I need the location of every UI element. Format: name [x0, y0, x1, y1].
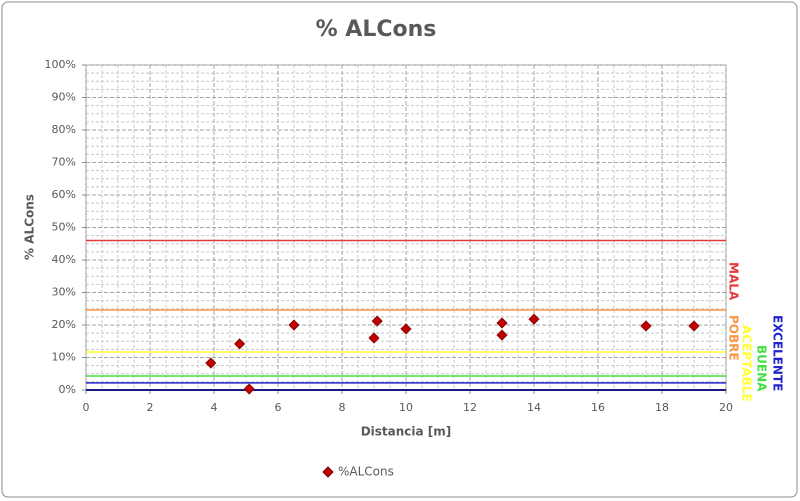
- y-tick-label: 70%: [52, 156, 76, 169]
- x-tick-label: 14: [527, 401, 541, 414]
- reference-label: POBRE: [727, 315, 741, 361]
- x-tick-label: 6: [275, 401, 282, 414]
- data-point: [496, 317, 508, 329]
- data-point: [640, 320, 652, 332]
- y-tick-label: 80%: [52, 123, 76, 136]
- data-point: [400, 323, 412, 335]
- legend-label: %ALCons: [338, 465, 394, 479]
- data-point: [234, 338, 246, 350]
- x-tick-label: 16: [591, 401, 605, 414]
- y-tick-label: 10%: [52, 351, 76, 364]
- y-tick-label: 40%: [52, 253, 76, 266]
- x-tick-label: 12: [463, 401, 477, 414]
- data-point: [496, 329, 508, 341]
- reference-label: EXCELENTE: [771, 315, 785, 391]
- data-point: [205, 357, 217, 369]
- data-point: [368, 332, 380, 344]
- data-point: [243, 383, 255, 395]
- y-tick-label: 100%: [45, 58, 76, 71]
- reference-label: BUENA: [755, 345, 769, 392]
- y-tick-label: 50%: [52, 221, 76, 234]
- legend-marker: [322, 466, 334, 478]
- x-tick-label: 18: [655, 401, 669, 414]
- x-tick-label: 20: [719, 401, 733, 414]
- data-point: [688, 320, 700, 332]
- x-tick-label: 2: [147, 401, 154, 414]
- data-point: [371, 315, 383, 327]
- x-tick-label: 10: [399, 401, 413, 414]
- reference-label: ACEPTABLE: [740, 325, 754, 402]
- x-tick-label: 0: [83, 401, 90, 414]
- reference-label: MALA: [727, 262, 741, 301]
- x-tick-label: 4: [211, 401, 218, 414]
- data-point: [528, 313, 540, 325]
- y-tick-label: 60%: [52, 188, 76, 201]
- y-tick-label: 30%: [52, 286, 76, 299]
- chart-title: % ALCons: [316, 17, 437, 42]
- data-point: [288, 319, 300, 331]
- y-axis-label: % ALCons: [23, 194, 37, 260]
- y-tick-label: 90%: [52, 91, 76, 104]
- x-axis-label: Distancia [m]: [361, 425, 452, 439]
- x-tick-label: 8: [339, 401, 346, 414]
- y-tick-label: 0%: [59, 383, 76, 396]
- y-tick-label: 20%: [52, 318, 76, 331]
